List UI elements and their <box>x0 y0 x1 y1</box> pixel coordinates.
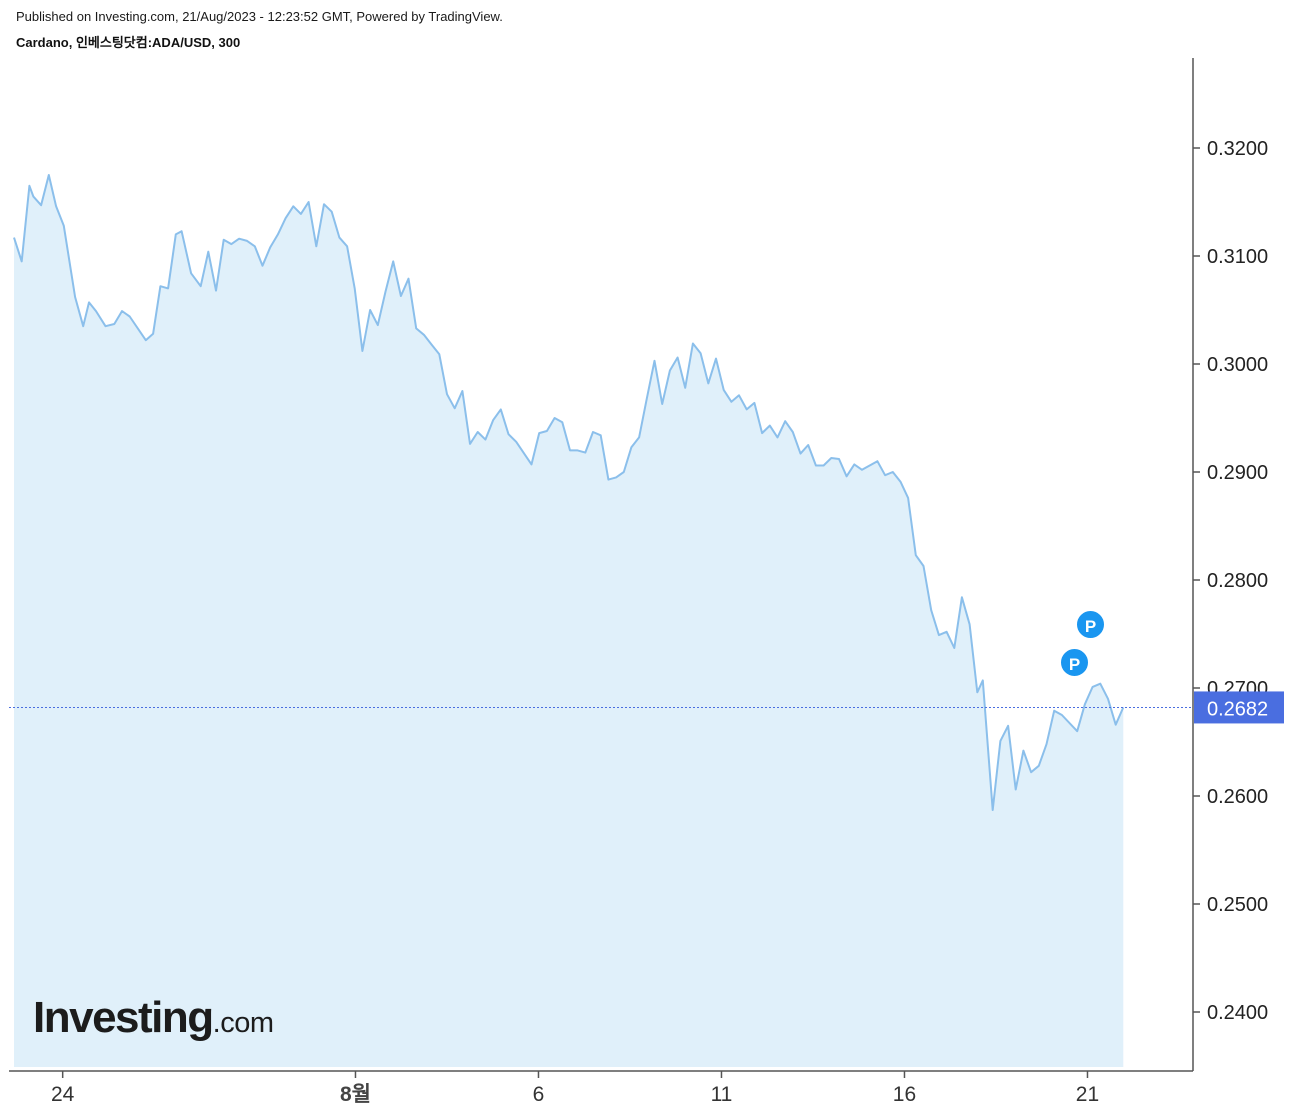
y-tick-label: 0.3200 <box>1207 138 1268 160</box>
last-price-tag-bg <box>1194 691 1284 724</box>
y-tick-label: 0.3000 <box>1207 354 1268 376</box>
x-tick-label: 24 <box>51 1083 75 1106</box>
symbol-title: Cardano, 인베스팅닷컴:ADA/USD, 300 <box>16 35 241 50</box>
x-tick-label: 11 <box>711 1083 733 1106</box>
last-price-label: 0.2682 <box>1207 698 1268 720</box>
last-price-tag: 0.2682 <box>1194 691 1284 724</box>
marker-p-upper[interactable]: P <box>1075 609 1106 640</box>
price-line <box>13 174 1125 811</box>
x-tick-label: 16 <box>893 1083 916 1106</box>
y-tick-label: 0.3100 <box>1207 246 1268 268</box>
y-tick-label: 0.2800 <box>1207 570 1268 592</box>
x-tick-label: 6 <box>533 1083 545 1106</box>
price-area-fill <box>14 175 1124 1067</box>
y-tick-label: 0.2600 <box>1207 786 1268 808</box>
published-note: Published on Investing.com, 21/Aug/2023 … <box>16 9 503 24</box>
logo-word: Investing <box>33 993 214 1042</box>
marker-p-lower[interactable]: P <box>1059 647 1090 678</box>
y-tick-label: 0.2900 <box>1207 462 1268 484</box>
logo-tld: .com <box>212 1007 274 1039</box>
y-tick-label: 0.2400 <box>1207 1002 1268 1024</box>
x-tick-label: 8월 <box>340 1083 371 1106</box>
y-tick-label: 0.2500 <box>1207 894 1268 916</box>
axes <box>9 58 1194 1072</box>
investing-logo: Investing.com <box>33 996 274 1040</box>
x-tick-label: 21 <box>1076 1083 1099 1106</box>
